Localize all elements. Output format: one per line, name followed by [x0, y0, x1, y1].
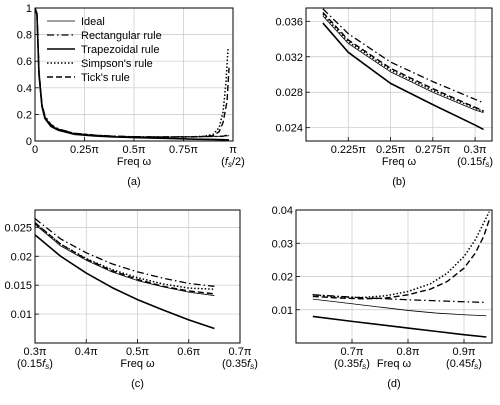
- x-tick-label: 0.7π: [341, 346, 364, 358]
- x-tick-label: 0.8π: [397, 346, 420, 358]
- series-group: [322, 8, 484, 131]
- y-tick-label: 0.015: [4, 280, 32, 292]
- y-tick-label: 0.024: [275, 123, 303, 135]
- series-line-simpson-s-rule: [312, 211, 490, 299]
- series-line-simpson-s-rule: [35, 222, 215, 290]
- x-axis-label: Freq ω: [120, 358, 155, 370]
- y-tick-label: 0.028: [275, 87, 303, 99]
- series-group: [312, 211, 490, 338]
- legend-label-rectangular-rule: Rectangular rule: [81, 30, 162, 42]
- y-tick-label: 0.4: [17, 83, 32, 95]
- x-tick-label: 0.9π: [453, 346, 476, 358]
- legend-label-trapezoidal-rule: Trapezoidal rule: [81, 44, 159, 56]
- series-line-simpson-s-rule: [322, 13, 484, 113]
- y-tick-label: 0.8: [17, 30, 32, 42]
- legend-label-ideal: Ideal: [81, 16, 105, 28]
- series-group: [35, 8, 230, 141]
- series-line-trapezoidal-rule: [35, 234, 215, 330]
- series-line-rectangular-rule: [35, 218, 215, 287]
- legend-label-tick-s-rule: Tick's rule: [81, 72, 130, 84]
- y-tick-label: 0.02: [272, 272, 293, 284]
- series-line-tick-s-rule: [35, 8, 230, 138]
- x-tick-label: 0.25π: [70, 144, 99, 156]
- x-axis-label: Freq ω: [117, 156, 152, 168]
- x-tick-sublabel: (0.35fs): [334, 358, 370, 371]
- x-tick-sublabel: (0.15fs): [17, 358, 53, 371]
- x-tick-label: 0.7π: [229, 346, 252, 358]
- legend-label-simpson-s-rule: Simpson's rule: [81, 58, 153, 70]
- x-tick-label: 0.275π: [415, 144, 451, 156]
- x-axis-label: Freq ω: [382, 156, 417, 168]
- panel-caption: (a): [127, 176, 140, 188]
- x-tick-label: 0.5π: [126, 346, 149, 358]
- chart-panel-4: 0.7π(0.35fs) 0.8π 0.9π(0.45fs) 0.01 0.02 0.03…: [272, 205, 493, 390]
- series-line-ideal: [312, 298, 487, 317]
- x-tick-sublabel: (0.35fs): [222, 358, 258, 371]
- x-tick-label: 0.225π: [331, 144, 367, 156]
- series-line-trapezoidal-rule: [312, 315, 487, 338]
- series-line-tick-s-rule: [322, 11, 484, 112]
- x-tick-sublabel: (fs/2): [221, 156, 245, 169]
- x-tick-sublabel: (0.15fs): [457, 156, 493, 169]
- chart-panel-2: 0.225π 0.25π 0.275π 0.3π(0.15fs) 0.024 0.028 0…: [275, 7, 493, 188]
- x-tick-label: 0.3π: [24, 346, 47, 358]
- y-tick-label: 0.04: [272, 205, 293, 217]
- y-tick-label: 0.2: [17, 109, 32, 121]
- chart-panel-3: 0.3π(0.15fs) 0.4π 0.5π 0.6π 0.7π(0.35fs) 0.01…: [4, 209, 258, 390]
- x-tick-label: 0.4π: [75, 346, 98, 358]
- series-line-rectangular-rule: [322, 8, 484, 104]
- series-line-tick-s-rule: [312, 219, 490, 300]
- y-tick-label: 0.02: [11, 251, 32, 263]
- y-tick-label: 0.6: [17, 56, 32, 68]
- y-tick-label: 1: [26, 3, 32, 15]
- x-tick-label: π: [229, 144, 237, 156]
- series-line-ideal: [35, 224, 215, 296]
- x-tick-sublabel: (0.45fs): [446, 358, 482, 371]
- series-line-ideal: [322, 15, 484, 114]
- series-line-simpson-s-rule: [35, 8, 229, 138]
- y-tick-label: 0: [26, 136, 32, 148]
- chart-panel-1: 0 0.25π 0.5π 0.75π π(fs/2) 0 0.2 0.4 0.6 0.8 1 Freq…: [17, 3, 245, 188]
- y-tick-label: 0.01: [272, 305, 293, 317]
- panel-caption: (d): [387, 378, 400, 390]
- x-tick-label: 0.75π: [169, 144, 198, 156]
- x-axis-label: Freq ω: [377, 358, 412, 370]
- y-tick-label: 0.036: [275, 16, 303, 28]
- y-tick-label: 0.03: [272, 238, 293, 250]
- x-tick-label: 0.25π: [376, 144, 405, 156]
- panel-caption: (b): [392, 176, 405, 188]
- x-tick-label: 0.5π: [123, 144, 146, 156]
- y-tick-label: 0.01: [11, 309, 32, 321]
- series-line-tick-s-rule: [35, 222, 215, 295]
- y-tick-label: 0.025: [4, 222, 32, 234]
- y-tick-label: 0.032: [275, 52, 303, 64]
- x-tick-label: 0: [32, 144, 38, 156]
- x-tick-label: 0.3π: [464, 144, 487, 156]
- x-tick-label: 0.6π: [177, 346, 200, 358]
- axes-frame: [305, 7, 493, 142]
- panel-caption: (c): [131, 378, 144, 390]
- series-group: [35, 218, 215, 330]
- series-line-trapezoidal-rule: [322, 22, 484, 131]
